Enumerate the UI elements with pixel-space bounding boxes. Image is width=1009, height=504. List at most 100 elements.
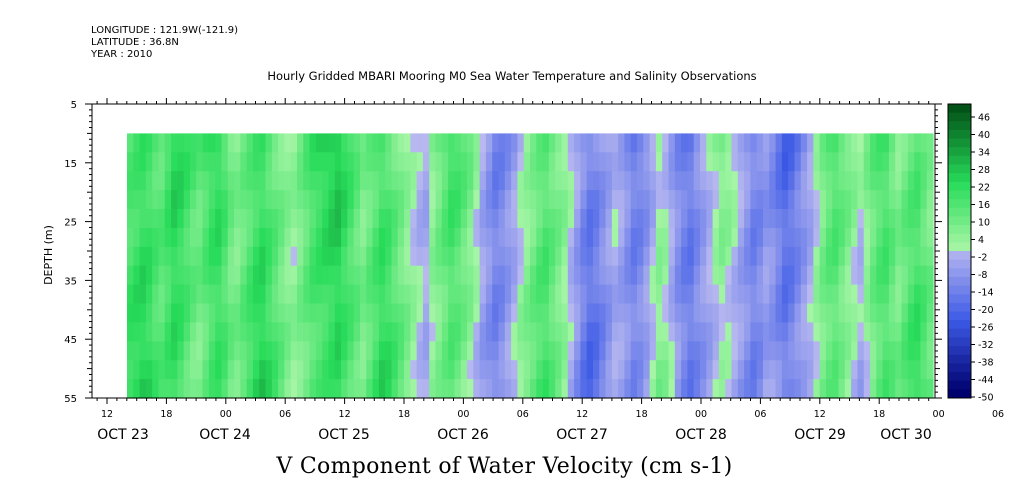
heatmap-cell <box>385 265 393 286</box>
heatmap-cell <box>914 246 922 267</box>
heatmap-cell <box>372 227 380 248</box>
heatmap-cell <box>926 190 934 210</box>
heatmap-cell <box>511 171 519 191</box>
heatmap-cell <box>422 303 430 323</box>
heatmap-cell <box>246 152 254 172</box>
heatmap-cell <box>901 379 909 399</box>
heatmap-cell <box>171 360 178 380</box>
heatmap-cell <box>221 341 229 361</box>
colorbar-swatch <box>948 363 971 373</box>
heatmap-cell <box>662 379 670 399</box>
heatmap-cell <box>870 303 877 323</box>
heatmap-cell <box>322 227 330 248</box>
heatmap-cell <box>662 190 670 210</box>
heatmap-cell <box>265 227 273 248</box>
heatmap-cell <box>334 322 342 342</box>
heatmap-cell <box>800 171 808 191</box>
x-date-label: OCT 27 <box>556 427 608 443</box>
heatmap-cell <box>901 133 909 153</box>
heatmap-cell <box>901 227 909 248</box>
heatmap-cell <box>618 322 626 342</box>
heatmap-cell <box>240 152 248 172</box>
heatmap-cell <box>825 190 833 210</box>
heatmap-cell <box>391 227 399 248</box>
heatmap-cell <box>278 284 286 305</box>
heatmap-cell <box>171 379 178 399</box>
heatmap-cell <box>309 265 317 286</box>
heatmap-cell <box>725 133 733 153</box>
heatmap-cell <box>227 322 235 342</box>
heatmap-cell <box>536 227 544 248</box>
heatmap-cell <box>819 379 827 399</box>
heatmap-cell <box>511 152 519 172</box>
heatmap-cell <box>322 322 330 342</box>
heatmap-cell <box>448 341 456 361</box>
heatmap-cell <box>592 190 600 210</box>
heatmap-cell <box>914 284 922 305</box>
heatmap-cell <box>794 341 802 361</box>
heatmap-cell <box>397 379 405 399</box>
heatmap-cell <box>807 284 814 305</box>
heatmap-cell <box>435 341 443 361</box>
heatmap-cell <box>183 171 191 191</box>
heatmap-cell <box>322 341 330 361</box>
heatmap-cell <box>794 171 802 191</box>
heatmap-cell <box>920 246 928 267</box>
heatmap-cell <box>410 227 418 248</box>
heatmap-cell <box>649 152 657 172</box>
heatmap-cell <box>498 246 506 267</box>
heatmap-cell <box>523 303 531 323</box>
heatmap-cell <box>662 284 670 305</box>
heatmap-cell <box>819 190 827 210</box>
x-hour-label: 12 <box>576 409 588 420</box>
heatmap-cell <box>895 265 903 286</box>
heatmap-cell <box>781 265 789 286</box>
colorbar-swatch <box>948 233 971 243</box>
heatmap-cell <box>870 209 877 229</box>
heatmap-cell <box>404 227 411 248</box>
heatmap-cell <box>536 360 544 380</box>
heatmap-cell <box>347 284 355 305</box>
heatmap-cell <box>366 360 374 380</box>
heatmap-cell <box>139 227 147 248</box>
heatmap-cell <box>252 360 260 380</box>
heatmap-cell <box>574 171 581 191</box>
heatmap-cell <box>171 322 178 342</box>
heatmap-cell <box>265 133 273 153</box>
y-tick-label: 45 <box>64 335 77 346</box>
heatmap-cell <box>788 341 796 361</box>
heatmap-cell <box>517 303 525 323</box>
heatmap-cell <box>309 360 317 380</box>
heatmap-cell <box>278 190 286 210</box>
heatmap-cell <box>630 379 638 399</box>
heatmap-cell <box>303 379 311 399</box>
colorbar-swatch <box>948 138 971 148</box>
heatmap-cell <box>215 133 223 153</box>
heatmap-cell <box>504 379 512 399</box>
heatmap-cell <box>574 246 581 267</box>
heatmap-cell <box>303 209 311 229</box>
heatmap-cell <box>171 209 178 229</box>
heatmap-cell <box>863 246 871 267</box>
heatmap-cell <box>693 152 701 172</box>
heatmap-cell <box>756 322 764 342</box>
heatmap-cell <box>278 341 286 361</box>
heatmap-cell <box>454 227 462 248</box>
heatmap-cell <box>378 284 386 305</box>
heatmap-cell <box>164 360 172 380</box>
heatmap-cell <box>857 133 865 153</box>
heatmap-cell <box>580 152 588 172</box>
heatmap-cell <box>781 341 789 361</box>
heatmap-cell <box>561 171 569 191</box>
heatmap-cell <box>227 379 235 399</box>
heatmap-cell <box>574 265 581 286</box>
heatmap-cell <box>454 152 462 172</box>
heatmap-cell <box>145 133 153 153</box>
heatmap-cell <box>252 152 260 172</box>
heatmap-cell <box>700 303 707 323</box>
heatmap-cell <box>838 360 846 380</box>
heatmap-cell <box>548 341 556 361</box>
heatmap-cell <box>863 265 871 286</box>
heatmap-cell <box>485 265 493 286</box>
